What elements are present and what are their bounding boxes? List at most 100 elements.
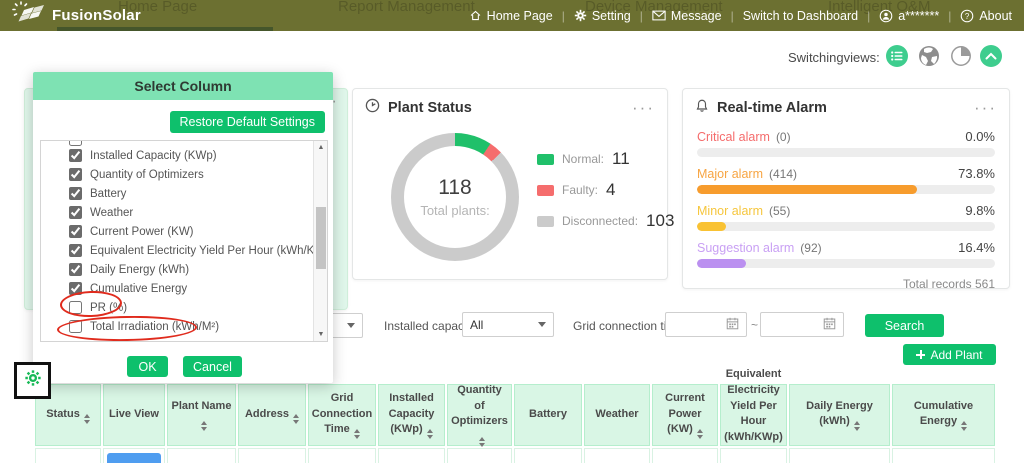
plant-status-donut — [391, 133, 519, 261]
sort-down-arrow — [293, 419, 300, 424]
table-header-row: Status Live View Plant Name Address Grid Con… — [35, 368, 997, 463]
grid-time-end-input[interactable] — [760, 312, 844, 337]
column-checkbox[interactable] — [69, 263, 82, 276]
column-header-daily-energy-kwh-[interactable]: Daily Energy (kWh) — [789, 384, 890, 446]
alarm-label[interactable]: Critical alarm — [697, 130, 770, 144]
column-checkbox[interactable] — [69, 244, 82, 257]
restore-default-settings-button[interactable]: Restore Default Settings — [169, 111, 325, 133]
column-option[interactable]: Installed Capacity (KWp) — [41, 146, 311, 165]
sort-icon[interactable] — [961, 421, 968, 432]
column-checkbox[interactable] — [69, 301, 82, 314]
sort-icon[interactable] — [478, 437, 485, 448]
grid-time-start-input[interactable] — [665, 312, 747, 337]
column-header-plant-name[interactable]: Plant Name — [167, 384, 236, 446]
legend-swatch — [537, 184, 554, 196]
sort-icon[interactable] — [83, 413, 90, 424]
column-option[interactable]: Daily Energy (kWh) — [41, 260, 311, 279]
scrollbar-thumb[interactable] — [316, 207, 326, 269]
sort-icon[interactable] — [353, 429, 360, 440]
alarm-percent: 16.4% — [958, 240, 995, 255]
user-icon — [879, 9, 893, 23]
column-option[interactable]: Battery — [41, 184, 311, 203]
scroll-up-icon[interactable]: ▲ — [317, 144, 325, 151]
column-option[interactable]: PR (%) — [41, 298, 311, 317]
column-option[interactable]: Current Power (KW) — [41, 222, 311, 241]
alarm-bar-track — [697, 185, 995, 194]
table-cell — [584, 448, 650, 463]
gear-icon — [574, 9, 587, 22]
column-option[interactable]: Total Irradiation (kWh/M²) — [41, 317, 311, 336]
column-checkbox[interactable] — [69, 225, 82, 238]
sort-up-arrow — [478, 437, 485, 442]
column-option-label: Battery — [90, 187, 127, 200]
column-header-equivalent-electricity-yield-per-hour-kwh-kwp-[interactable]: Equivalent Electricity Yield Per Hour (k… — [720, 368, 787, 463]
column-option[interactable]: Quantity of Optimizers — [41, 165, 311, 184]
menu-item-setting[interactable]: Setting — [574, 9, 631, 23]
live-view-button[interactable] — [107, 453, 161, 463]
card-menu-dots[interactable]: ··· — [974, 98, 997, 117]
pie-chart-icon[interactable] — [950, 45, 972, 67]
column-header-quantity-of-optimizers[interactable]: Quantity of Optimizers — [447, 384, 512, 448]
list-view-icon[interactable] — [886, 45, 908, 67]
sort-icon[interactable] — [293, 413, 300, 424]
sort-icon[interactable] — [853, 421, 860, 432]
alarm-label[interactable]: Suggestion alarm — [697, 241, 795, 255]
column-header-weather: Weather — [584, 384, 650, 446]
alarm-label[interactable]: Major alarm — [697, 167, 763, 181]
sort-up-arrow — [696, 429, 703, 434]
cancel-button[interactable]: Cancel — [183, 356, 242, 377]
column-header-grid-connection-time[interactable]: Grid Connection Time — [308, 384, 376, 446]
menu-item-message[interactable]: Message — [652, 9, 722, 23]
menu-item-label: Message — [670, 8, 722, 23]
scroll-down-icon[interactable]: ▼ — [317, 331, 325, 338]
chevron-up-icon[interactable] — [980, 45, 1002, 67]
donut-center-text: 118 Total plants: — [391, 133, 519, 261]
menu-item-label: Home Page — [486, 8, 553, 23]
column-option[interactable]: Equivalent Electricity Yield Per Hour (k… — [41, 241, 327, 260]
installed-capacity-select[interactable]: All — [462, 312, 554, 337]
column-checkbox[interactable] — [69, 187, 82, 200]
chevron-down-icon — [538, 322, 546, 327]
top-header-bar: Home Page Report Management Device Managem… — [0, 0, 1024, 31]
column-settings-gear-button[interactable] — [14, 362, 51, 399]
scrollbar[interactable]: ▲ ▼ — [313, 141, 327, 341]
globe-icon[interactable] — [918, 45, 940, 67]
sort-icon[interactable] — [426, 429, 433, 440]
column-header-current-power-kw-[interactable]: Current Power (KW) — [652, 384, 718, 446]
table-cell — [447, 448, 512, 463]
table-cell — [789, 448, 890, 463]
alarm-label[interactable]: Minor alarm — [697, 204, 763, 218]
column-header-cumulative-energy[interactable]: Cumulative Energy — [892, 384, 995, 446]
column-option[interactable]: Weather — [41, 203, 311, 222]
sort-icon[interactable] — [200, 421, 207, 432]
search-button[interactable]: Search — [865, 314, 944, 337]
table-row — [35, 448, 997, 463]
table-cell — [238, 448, 306, 463]
column-header-installed-capacity-kwp-[interactable]: Installed Capacity (KWp) — [378, 384, 445, 446]
column-header-address[interactable]: Address — [238, 384, 306, 446]
add-plant-button[interactable]: Add Plant — [903, 344, 996, 365]
column-checkbox[interactable] — [69, 282, 82, 295]
alarm-row-line: Suggestion alarm (92) 16.4% — [697, 240, 995, 255]
menu-separator: | — [948, 8, 952, 23]
ok-button[interactable]: OK — [127, 356, 168, 377]
column-checkbox[interactable] — [69, 320, 82, 333]
brand-name: FusionSolar — [52, 7, 141, 24]
chevron-down-icon — [347, 323, 355, 328]
menu-item-switch-to-dashboard[interactable]: Switch to Dashboard — [743, 9, 858, 23]
modal-title: Select Column — [33, 72, 333, 100]
column-option[interactable]: Cumulative Energy — [41, 279, 311, 298]
menu-item-home-page[interactable]: Home Page — [469, 9, 553, 23]
menu-item-a-[interactable]: a******* — [879, 9, 939, 23]
menu-item-about[interactable]: ? About — [960, 9, 1012, 23]
legend-value: 4 — [606, 180, 616, 199]
sort-icon[interactable] — [696, 429, 703, 440]
ghost-tabs: Home Page Report Management Device Managem… — [0, 0, 1024, 31]
column-checkbox[interactable] — [69, 168, 82, 181]
card-menu-dots[interactable]: ··· — [632, 98, 655, 117]
realtime-alarm-title: Real-time Alarm — [717, 100, 827, 116]
column-checkbox[interactable] — [69, 206, 82, 219]
alarm-bar-fill — [697, 259, 746, 268]
legend-label: Faulty: — [562, 183, 599, 197]
column-checkbox[interactable] — [69, 149, 82, 162]
